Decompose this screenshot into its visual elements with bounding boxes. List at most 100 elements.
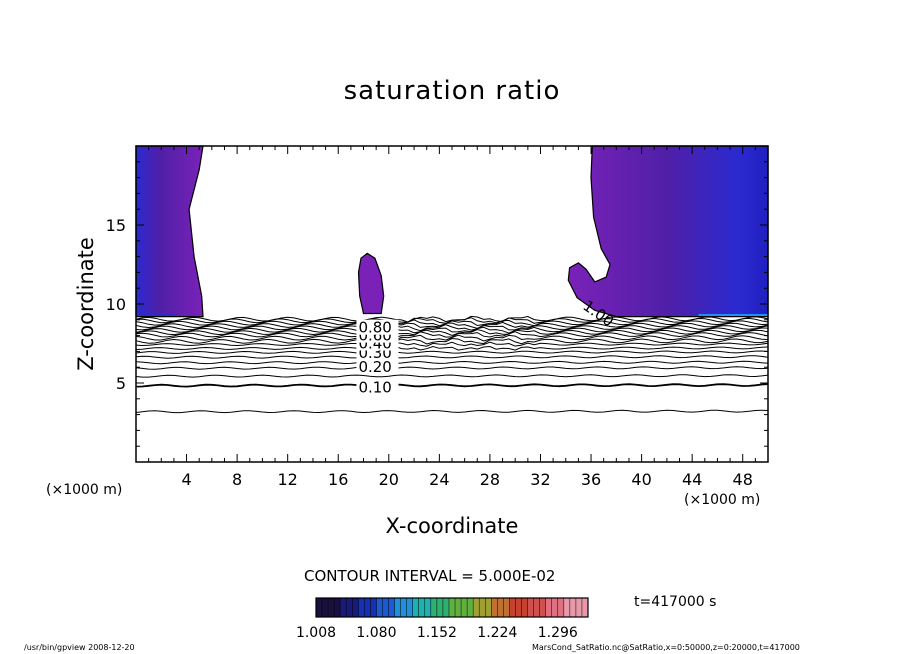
x-tick-label: 28 [480, 470, 500, 489]
contour-line [135, 337, 769, 345]
contour-interval-label: CONTOUR INTERVAL = 5.000E-02 [304, 567, 556, 585]
x-tick-label: 44 [682, 470, 702, 489]
contour-line [135, 334, 769, 342]
contour-line [135, 350, 769, 354]
x-tick-label: 32 [530, 470, 550, 489]
colorbar-segment [448, 598, 456, 617]
colorbar-segment [479, 598, 486, 617]
colorbar-segment [539, 598, 546, 617]
x-tick-label: 48 [733, 470, 753, 489]
contour-line [135, 328, 769, 337]
contour-line [135, 374, 769, 378]
x-tick-label: 20 [379, 470, 399, 489]
colorbar-segment [340, 598, 347, 617]
colorbar-tick-label: 1.080 [356, 625, 396, 641]
x-tick-label: 36 [581, 470, 601, 489]
contour-line [135, 383, 769, 388]
x-tick-label: 8 [232, 470, 242, 489]
colorbar-segment [533, 598, 540, 617]
colorbar-segment [328, 598, 335, 617]
x-tick-label: 24 [429, 470, 449, 489]
supersaturated-region-right [567, 145, 769, 318]
colorbar-segment [485, 598, 492, 617]
colorbar-segment [515, 598, 522, 617]
colorbar-segment [418, 598, 425, 617]
contour-line [135, 326, 769, 334]
colorbar-frame [315, 597, 589, 618]
contour-label-bg [356, 359, 399, 375]
colorbar-tick-label: 1.152 [417, 625, 457, 641]
time-label: t=417000 s [634, 594, 717, 610]
contour-label: 0.10 [358, 379, 391, 397]
contour-line [135, 321, 769, 329]
contour-label-bg [356, 319, 399, 335]
colorbar-segment [358, 598, 365, 617]
colorbar-tick-label: 1.008 [296, 625, 336, 641]
contour-label-bg [356, 379, 399, 395]
colorbar-segment [557, 598, 565, 617]
colorbar-segment [467, 598, 474, 617]
colorbar-segment [455, 598, 462, 617]
colorbar-segment [400, 598, 407, 617]
x-unit-label-right: (×1000 m) [684, 492, 761, 508]
colorbar-segment [436, 598, 444, 617]
colorbar-segment [551, 598, 558, 617]
colorbar-segment [473, 598, 480, 617]
colorbar-segment [442, 598, 450, 617]
colorbar-segment [364, 598, 371, 617]
x-tick-label: 4 [181, 470, 191, 489]
colorbar-segment [424, 598, 432, 617]
contour-line [135, 355, 769, 359]
y-tick-label: 5 [116, 374, 126, 393]
supersaturated-region-left [135, 145, 204, 318]
colorbar-segment [527, 598, 534, 617]
colorbar-segment [388, 598, 395, 617]
contour-line [135, 317, 769, 324]
contour-line [135, 319, 769, 327]
contour-line [135, 345, 769, 351]
footer-file-info: MarsCond_SatRatio.nc@SatRatio,x=0:50000,… [532, 643, 800, 652]
contour-line [135, 341, 769, 347]
footer-program-date: /usr/bin/gpview 2008-12-20 [24, 643, 135, 652]
contour-line [135, 331, 769, 339]
colorbar-segment [509, 598, 516, 617]
colorbar-tick-label: 1.224 [477, 625, 517, 641]
x-tick-label: 12 [278, 470, 298, 489]
colorbar-segment [430, 598, 438, 617]
colorbar-segment [563, 598, 571, 617]
colorbar-segment [575, 598, 583, 617]
contour-line [135, 360, 769, 365]
contour-line [135, 409, 769, 414]
colorbar-segment [569, 598, 577, 617]
x-axis-label: X-coordinate [385, 514, 519, 538]
colorbar-segment [322, 598, 329, 617]
contour-line [135, 324, 769, 332]
supersaturated-plume [357, 252, 385, 315]
colorbar-segment [346, 598, 353, 617]
chart-title: saturation ratio [343, 76, 561, 106]
x-tick-label: 40 [631, 470, 651, 489]
y-tick-label: 15 [106, 216, 126, 235]
colorbar-segment [581, 598, 589, 617]
colorbar-segment [491, 598, 498, 617]
colorbar-segment [334, 598, 341, 617]
colorbar-segment [545, 598, 552, 617]
contour-label: 0.20 [358, 358, 391, 376]
colorbar-tick-label: 1.296 [538, 625, 578, 641]
contour-line [135, 366, 769, 370]
colorbar-segment [461, 598, 468, 617]
colorbar-segment [370, 598, 377, 617]
colorbar-segment [497, 598, 504, 617]
colorbar-segment [406, 598, 413, 617]
y-axis-label: Z-coordinate [74, 237, 98, 371]
colorbar-segment [376, 598, 383, 617]
contour-label: 0.80 [358, 319, 391, 337]
colorbar-segment [394, 598, 401, 617]
x-tick-label: 16 [328, 470, 348, 489]
y-tick-label: 10 [106, 295, 126, 314]
colorbar-segment [352, 598, 359, 617]
colorbar-segment [382, 598, 389, 617]
colorbar-segment [412, 598, 419, 617]
colorbar-segment [503, 598, 510, 617]
